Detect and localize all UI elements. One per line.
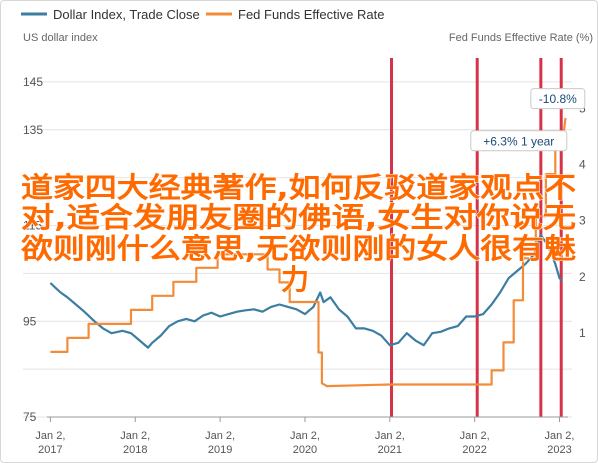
annotation-layer: -10.8% +6.3% 1 year (470, 88, 586, 152)
y-right-tick-label: 4 (579, 158, 586, 172)
overlay-text-line-2: 对,适合发朋友圈的佛语,女生对你说无 (21, 201, 576, 234)
annotation-label-1: +6.3% 1 year (483, 134, 554, 148)
x-tick-label: 2023 (547, 444, 571, 456)
legend-label-dollar-index[interactable]: Dollar Index, Trade Close (53, 7, 200, 22)
y-right-tick-label: 3 (579, 214, 586, 228)
x-tick-label: Jan 2, (290, 430, 320, 442)
y-left-title: US dollar index (23, 32, 98, 44)
overlay-text-line-1: 道家四大经典著作,如何反驳道家观点不 (21, 171, 576, 204)
annotation-box-1 (470, 130, 568, 152)
series-line-fed-funds[interactable] (50, 117, 567, 388)
x-tick-label: 2018 (123, 444, 147, 456)
x-tick-label: 2021 (378, 444, 402, 456)
legend-label-fed-funds[interactable]: Fed Funds Effective Rate (238, 7, 384, 22)
annotation-box-0 (530, 88, 586, 110)
y-left-tick-label: 95 (23, 314, 37, 328)
vertical-markers (390, 58, 563, 417)
x-tick-label: Jan 2, (120, 430, 150, 442)
y-left-tick-label: 145 (23, 75, 43, 89)
overlay-text-line-4: 力 (281, 263, 309, 296)
y-right-tick-label: 1 (579, 326, 586, 340)
y-right-tick-label: 2 (579, 270, 586, 284)
y-left-tick-label: 115 (23, 219, 42, 233)
x-tick-label: Jan 2, (35, 430, 65, 442)
legend[interactable]: Dollar Index, Trade Close Fed Funds Effe… (21, 7, 384, 22)
x-tick-label: Jan 2, (205, 430, 235, 442)
series-layer (49, 117, 567, 388)
y-left-tick-label: 135 (23, 123, 43, 137)
x-tick-label: Jan 2, (460, 430, 490, 442)
overlay-text: 道家四大经典著作,如何反驳道家观点不 对,适合发朋友圈的佛语,女生对你说无 欲则… (19, 171, 576, 297)
x-tick-label: 2019 (208, 444, 232, 456)
y-left-tick-label: 75 (23, 410, 37, 424)
x-tick-label: Jan 2, (375, 430, 405, 442)
y-right-title: Fed Funds Effective Rate (%) (449, 32, 593, 44)
series-line-dollar-index[interactable] (49, 234, 563, 349)
annotation-label-0: -10.8% (539, 92, 577, 106)
x-tick-label: 2020 (293, 444, 317, 456)
x-tick-label: 2017 (38, 444, 62, 456)
x-tick-label: 2022 (462, 444, 486, 456)
x-tick-label: Jan 2, (545, 430, 575, 442)
overlay-text-line-3: 欲则刚什么意思,无欲则刚的女人很有魅 (20, 232, 576, 265)
grid-layer (23, 81, 572, 418)
